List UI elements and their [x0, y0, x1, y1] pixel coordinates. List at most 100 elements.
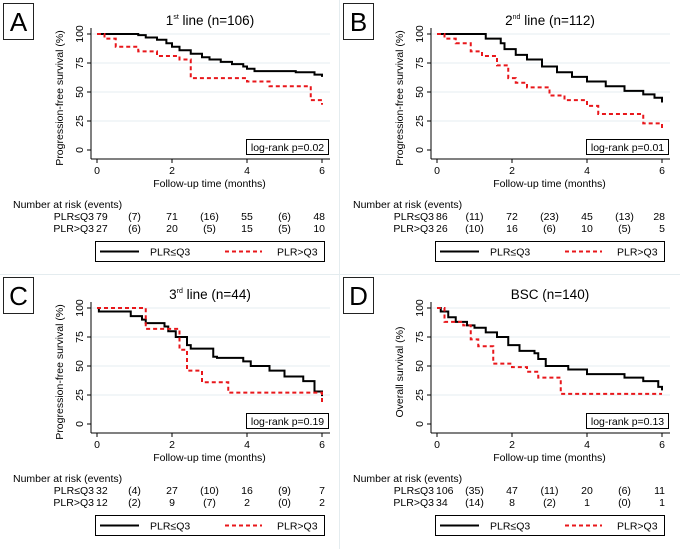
risk-cell: (5) — [618, 223, 631, 235]
risk-cell: 32 — [96, 485, 108, 497]
chart-title-superscript: nd — [513, 14, 521, 21]
y-axis-label: Overall survival (%) — [394, 326, 406, 417]
risk-cell: 55 — [241, 211, 253, 223]
risk-cell: 15 — [241, 223, 253, 235]
risk-cell: 11 — [654, 485, 665, 497]
logrank-box — [246, 139, 329, 155]
chart-title-base: 2 — [505, 13, 513, 28]
legend-box — [435, 515, 665, 536]
risk-row-label: PLR>Q3 — [393, 497, 434, 509]
legend-label-plr-high: PLR>Q3 — [617, 521, 658, 533]
risk-row-label: PLR>Q3 — [393, 223, 434, 235]
panel-c: C 3rd line (n=44) 0 25 50 75 100 Progression-fr… — [0, 274, 340, 548]
panel-b: B 2nd line (n=112) 0 25 50 75 100 Progression-f… — [340, 0, 680, 274]
y-tick-label: 100 — [414, 25, 426, 43]
km-curve-plr-high — [97, 33, 323, 105]
chart-title: BSC (n=140) — [511, 287, 589, 302]
chart-title-superscript: rd — [177, 288, 183, 295]
y-tick-label: 100 — [414, 299, 426, 317]
risk-cell: 5 — [659, 223, 665, 235]
risk-cell: 8 — [509, 497, 515, 509]
risk-row-label: PLR≤Q3 — [54, 485, 94, 497]
panel-a-svg: A 1st line (n=106)0255075100Progression-f… — [3, 3, 330, 262]
chart-title: 3rd line (n=44) — [169, 287, 251, 302]
risk-cell: 10 — [581, 223, 593, 235]
legend-box — [95, 241, 325, 262]
legend-label-plr-low: PLR≤Q3 — [150, 247, 190, 259]
risk-cell: (9) — [278, 485, 291, 497]
risk-cell: (6) — [618, 485, 631, 497]
risk-cell: 27 — [166, 485, 178, 497]
legend-label-plr-high: PLR>Q3 — [277, 247, 318, 259]
chart-title-base: BSC (n=140) — [511, 287, 589, 302]
risk-cell: (35) — [465, 485, 484, 497]
risk-cell: 45 — [581, 211, 593, 223]
risk-row-label: PLR>Q3 — [53, 223, 94, 235]
risk-cell: 26 — [436, 223, 448, 235]
legend-label-plr-high: PLR>Q3 — [277, 521, 318, 533]
x-tick-label: 0 — [434, 439, 440, 451]
risk-cell: (10) — [465, 223, 484, 235]
panel-letter-box — [343, 3, 374, 40]
y-tick-label: 75 — [74, 331, 86, 343]
y-tick-label: 100 — [74, 25, 86, 43]
x-tick-label: 0 — [94, 439, 100, 451]
risk-cell: 2 — [319, 497, 325, 509]
km-curve-plr-low — [97, 307, 323, 397]
y-tick-label: 75 — [414, 331, 426, 343]
x-axis-label: Follow-up time (months) — [153, 452, 266, 464]
chart-title: 1st line (n=106) — [166, 13, 254, 28]
risk-cell: (14) — [465, 497, 484, 509]
x-tick-label: 4 — [244, 165, 250, 177]
chart-title: 2nd line (n=112) — [505, 13, 595, 28]
panel-letter-box — [3, 3, 34, 40]
risk-cell: (2) — [128, 497, 141, 509]
risk-cell: 1 — [584, 497, 590, 509]
x-tick-label: 4 — [244, 439, 250, 451]
logrank-box — [246, 413, 329, 429]
y-tick-label: 50 — [414, 360, 426, 372]
risk-cell: (4) — [128, 485, 141, 497]
risk-row-label: PLR>Q3 — [53, 497, 94, 509]
risk-cell: 16 — [506, 223, 518, 235]
legend-box — [435, 241, 665, 262]
x-tick-label: 0 — [434, 165, 440, 177]
risk-cell: 28 — [653, 211, 665, 223]
risk-cell: (5) — [203, 223, 216, 235]
risk-cell: 9 — [169, 497, 175, 509]
y-tick-label: 25 — [74, 115, 86, 127]
y-tick-label: 0 — [414, 147, 426, 153]
x-axis-label: Follow-up time (months) — [493, 178, 606, 190]
km-curve-plr-low — [97, 33, 323, 77]
chart-title-base: 1 — [166, 13, 174, 28]
chart-title-rest: line (n=112) — [520, 13, 594, 28]
risk-cell: 7 — [319, 485, 325, 497]
legend-label-plr-high: PLR>Q3 — [617, 247, 658, 259]
risk-cell: (10) — [200, 485, 219, 497]
x-tick-label: 2 — [169, 439, 175, 451]
panel-letter: B — [350, 7, 367, 37]
risk-cell: (23) — [540, 211, 559, 223]
legend-label-plr-low: PLR≤Q3 — [490, 247, 530, 259]
y-tick-label: 25 — [74, 389, 86, 401]
x-tick-label: 6 — [319, 439, 325, 451]
legend-label-plr-low: PLR≤Q3 — [490, 521, 530, 533]
risk-cell: 34 — [436, 497, 448, 509]
risk-row-label: PLR≤Q3 — [394, 211, 434, 223]
risk-cell: 20 — [581, 485, 593, 497]
risk-cell: 12 — [96, 497, 108, 509]
risk-table-header: Number at risk (events) — [13, 199, 122, 211]
risk-cell: 106 — [436, 485, 454, 497]
x-tick-label: 2 — [509, 165, 515, 177]
panel-b-svg: B 2nd line (n=112)0255075100Progression-f… — [343, 3, 670, 262]
risk-cell: 27 — [96, 223, 108, 235]
x-tick-label: 2 — [509, 439, 515, 451]
risk-table-header: Number at risk (events) — [353, 473, 462, 485]
y-tick-label: 0 — [74, 147, 86, 153]
risk-cell: 72 — [506, 211, 518, 223]
x-axis-label: Follow-up time (months) — [493, 452, 606, 464]
risk-cell: (6) — [128, 223, 141, 235]
y-tick-label: 25 — [414, 389, 426, 401]
km-curve-plr-low — [437, 307, 663, 391]
km-curve-plr-high — [97, 307, 323, 404]
